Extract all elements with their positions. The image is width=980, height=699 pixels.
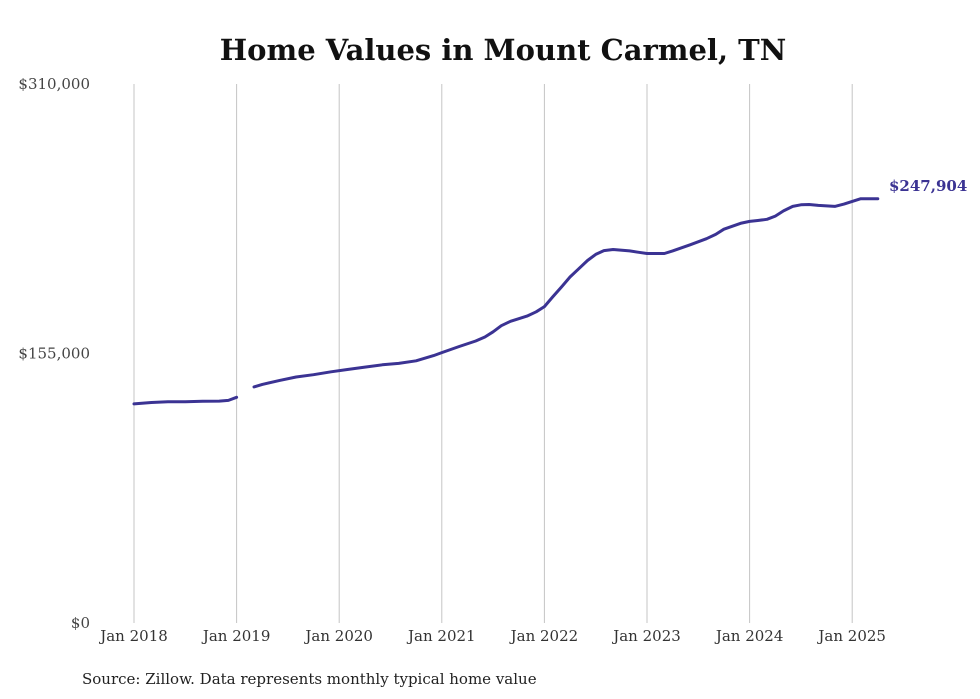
x-tick-label-6: Jan 2024: [714, 627, 784, 645]
source-note: Source: Zillow. Data represents monthly …: [82, 670, 537, 688]
vertical-gridlines: [133, 84, 853, 623]
x-tick-label-3: Jan 2021: [406, 627, 476, 645]
y-tick-label-0: $0: [71, 614, 90, 632]
series-0-segment-0: [132, 395, 239, 406]
x-tick-label-7: Jan 2025: [816, 627, 886, 645]
series-lines: [132, 197, 880, 406]
x-tick-label-4: Jan 2022: [509, 627, 579, 645]
x-tick-label-5: Jan 2023: [611, 627, 681, 645]
y-tick-label-1: $155,000: [18, 345, 90, 363]
x-axis-tick-labels: Jan 2018 Jan 2019 Jan 2020 Jan 2021 Jan 2022…: [98, 627, 886, 645]
y-tick-label-2: $310,000: [18, 75, 90, 93]
chart-title: Home Values in Mount Carmel, TN: [220, 33, 786, 67]
x-tick-label-0: Jan 2018: [98, 627, 168, 645]
x-tick-label-2: Jan 2020: [303, 627, 373, 645]
latest-value-label: $247,904: [889, 177, 967, 195]
series-0-segment-1: [252, 197, 880, 389]
x-tick-label-1: Jan 2019: [201, 627, 271, 645]
y-axis-tick-labels: $0 $155,000 $310,000: [18, 75, 90, 632]
